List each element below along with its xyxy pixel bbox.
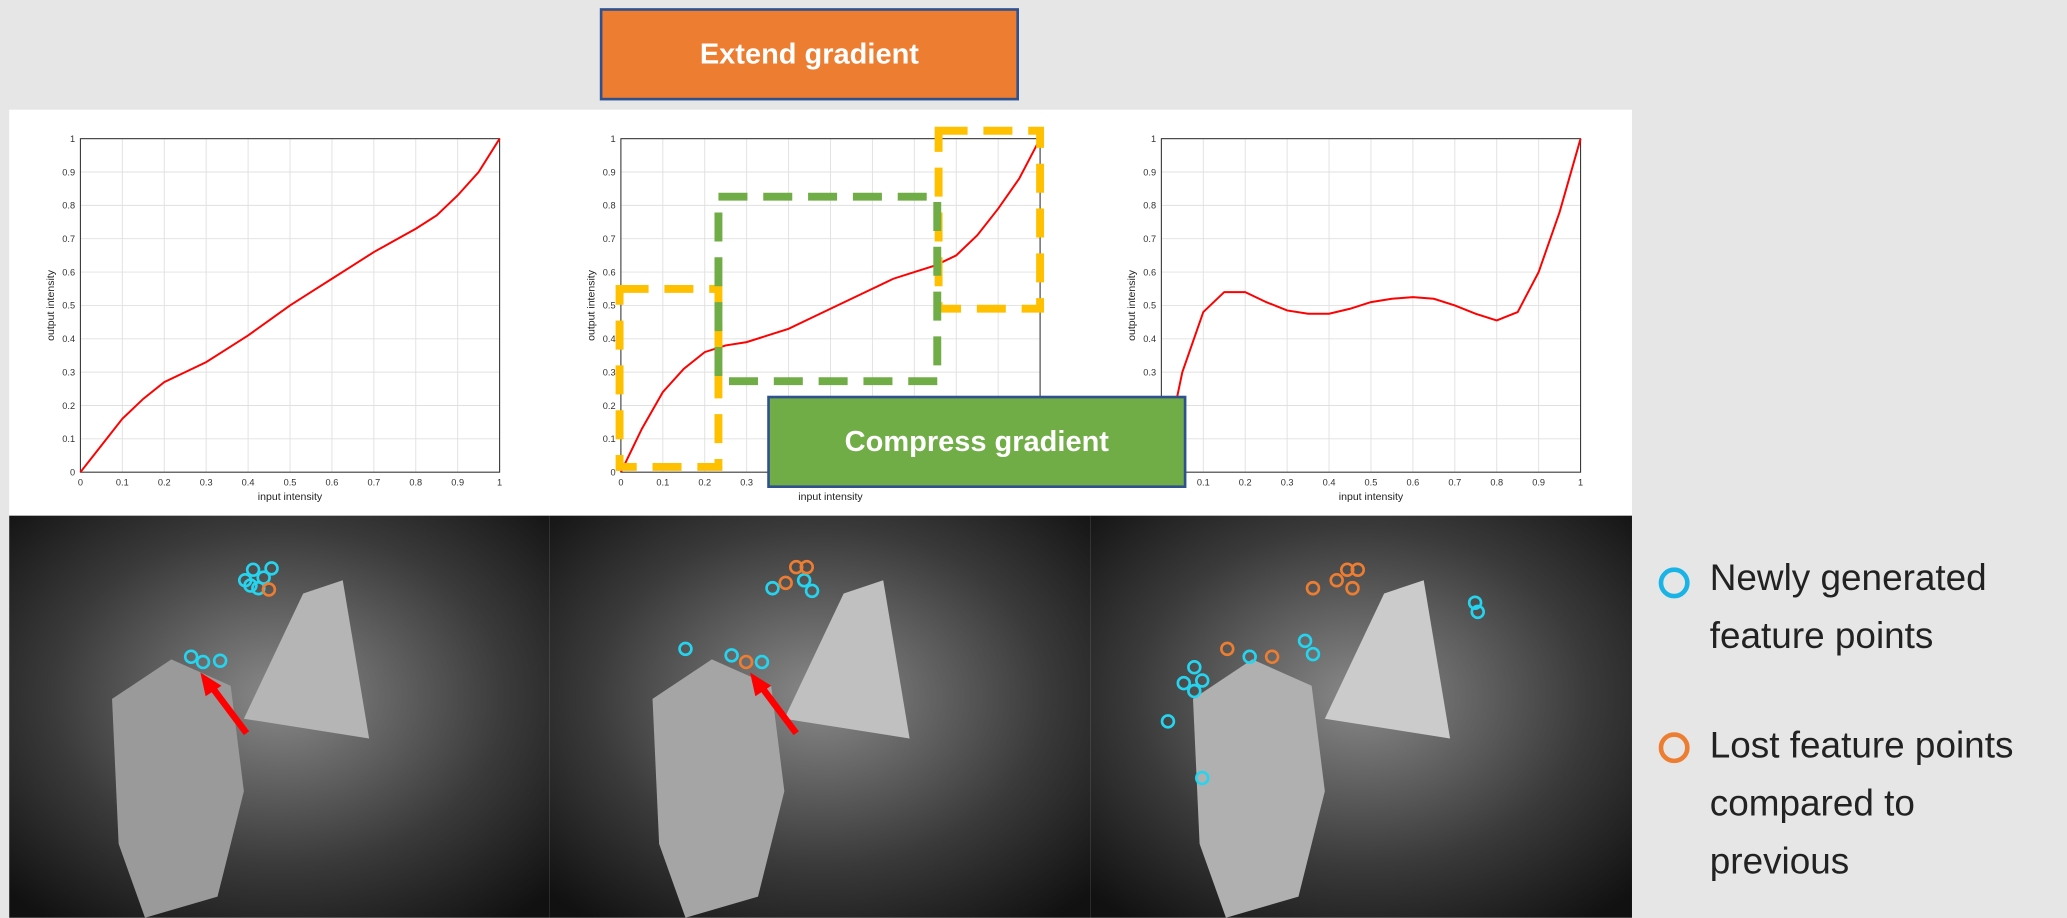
x-tick-label: 0.4 [242, 477, 255, 487]
x-tick-label: 0.1 [116, 477, 129, 487]
y-tick-label: 0.3 [1143, 367, 1156, 377]
y-tick-label: 0.8 [1143, 201, 1156, 211]
x-tick-label: 1 [497, 477, 502, 487]
x-tick-label: 0.1 [656, 477, 669, 487]
y-tick-label: 0.3 [62, 367, 75, 377]
x-tick-label: 0.3 [1281, 477, 1294, 487]
x-tick-label: 0.6 [1406, 477, 1419, 487]
y-tick-label: 0.7 [603, 234, 616, 244]
y-tick-label: 0.4 [1143, 334, 1156, 344]
x-tick-label: 0.5 [284, 477, 297, 487]
x-tick-label: 0.1 [1197, 477, 1210, 487]
y-axis-label: output intensity [586, 269, 598, 341]
y-tick-label: 1 [1151, 134, 1156, 144]
x-tick-label: 0 [618, 477, 623, 487]
y-tick-label: 0.9 [62, 167, 75, 177]
legend-text: feature points [1710, 615, 1934, 656]
y-tick-label: 0.9 [1143, 167, 1156, 177]
x-tick-label: 0.2 [698, 477, 711, 487]
y-tick-label: 1 [610, 134, 615, 144]
x-tick-label: 0.7 [367, 477, 380, 487]
slide: 0 0.1 0.2 0.3 0.4 0.5 0.6 0.7 0.8 0.9 1 0 0.1 0.2 0.3 0… [0, 0, 2067, 918]
y-tick-label: 0.6 [1143, 267, 1156, 277]
y-tick-label: 0.7 [62, 234, 75, 244]
y-tick-label: 0.1 [603, 434, 616, 444]
y-tick-label: 0.2 [62, 401, 75, 411]
x-tick-label: 1 [1578, 477, 1583, 487]
y-tick-label: 0.2 [603, 401, 616, 411]
y-tick-label: 0.6 [62, 267, 75, 277]
x-tick-label: 0.5 [1365, 477, 1378, 487]
x-axis-label: input intensity [1339, 491, 1404, 503]
y-tick-label: 0.5 [603, 301, 616, 311]
y-tick-label: 0 [610, 467, 615, 477]
x-axis-label: input intensity [798, 491, 863, 503]
y-tick-label: 0 [70, 467, 75, 477]
y-tick-label: 0.4 [62, 334, 75, 344]
x-tick-label: 0.6 [326, 477, 339, 487]
x-tick-label: 0.9 [1532, 477, 1545, 487]
legend-text: Lost feature points [1710, 724, 2014, 765]
legend-text: previous [1710, 840, 1850, 881]
y-tick-label: 0.9 [603, 167, 616, 177]
x-tick-label: 0.7 [1448, 477, 1461, 487]
y-tick-label: 0.4 [603, 334, 616, 344]
y-tick-label: 0.5 [62, 301, 75, 311]
x-axis-label: input intensity [258, 491, 323, 503]
x-tick-label: 0 [78, 477, 83, 487]
x-tick-label: 0.2 [158, 477, 171, 487]
y-tick-label: 0.5 [1143, 301, 1156, 311]
y-axis-label: output intensity [1126, 269, 1138, 341]
x-tick-label: 0.3 [200, 477, 213, 487]
x-tick-label: 0.9 [451, 477, 464, 487]
x-tick-label: 0.8 [409, 477, 422, 487]
y-tick-label: 0.1 [62, 434, 75, 444]
callout-text: Extend gradient [700, 38, 919, 70]
y-tick-label: 0.7 [1143, 234, 1156, 244]
y-tick-label: 1 [70, 134, 75, 144]
legend-text: Newly generated [1710, 557, 1987, 598]
y-tick-label: 0.8 [603, 201, 616, 211]
y-axis-label: output intensity [45, 269, 57, 341]
x-tick-label: 0.2 [1239, 477, 1252, 487]
y-tick-label: 0.6 [603, 267, 616, 277]
y-tick-label: 0.3 [603, 367, 616, 377]
x-tick-label: 0.4 [1323, 477, 1336, 487]
legend-text: compared to [1710, 782, 1915, 823]
x-tick-label: 0.8 [1490, 477, 1503, 487]
x-tick-label: 0.3 [740, 477, 753, 487]
y-tick-label: 0.8 [62, 201, 75, 211]
callout-text: Compress gradient [845, 426, 1110, 458]
